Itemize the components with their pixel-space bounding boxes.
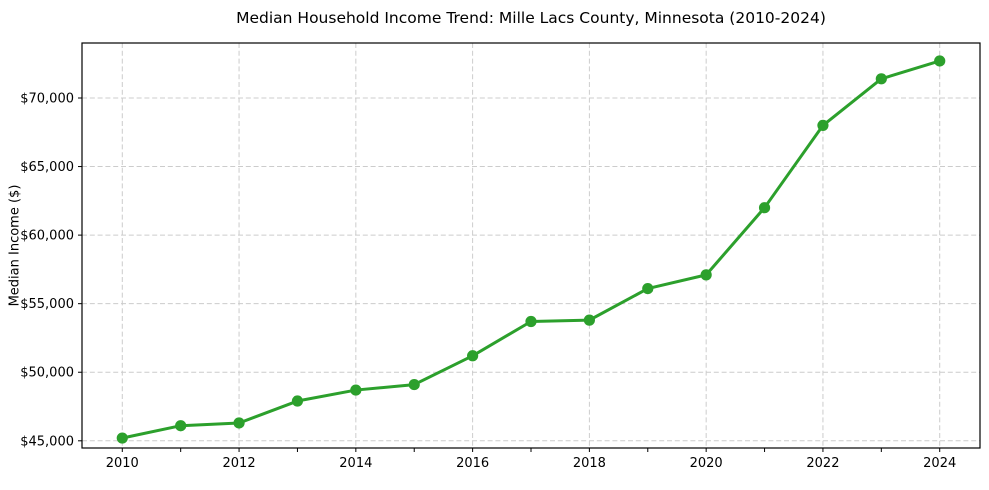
y-tick-label: $65,000 (20, 160, 74, 175)
data-point (467, 350, 479, 362)
y-tick-label: $55,000 (20, 297, 74, 312)
y-tick-label: $70,000 (20, 91, 74, 106)
y-tick-label: $60,000 (20, 229, 74, 244)
data-point (175, 420, 187, 432)
y-axis-label: Median Income ($) (7, 184, 23, 307)
data-point (642, 282, 654, 295)
data-point (758, 202, 771, 214)
y-tick-label: $45,000 (20, 434, 74, 449)
data-point (817, 119, 829, 132)
plot-background (82, 43, 980, 448)
x-tick-label: 2010 (106, 456, 139, 471)
data-point (408, 378, 420, 391)
x-tick-label: 2012 (223, 456, 256, 471)
y-tick-label: $50,000 (20, 366, 74, 381)
x-tick-label: 2022 (806, 456, 839, 471)
chart-title: Median Household Income Trend: Mille Lac… (236, 9, 826, 27)
data-point (875, 73, 887, 85)
data-point (700, 269, 712, 281)
data-point (233, 417, 245, 429)
data-point (583, 314, 595, 326)
data-point (525, 315, 537, 328)
data-point (934, 55, 946, 67)
data-point (116, 432, 128, 444)
data-point (350, 384, 362, 396)
data-point (291, 395, 304, 407)
x-tick-label: 2020 (690, 456, 723, 471)
x-tick-label: 2016 (456, 456, 489, 471)
x-tick-label: 2024 (923, 456, 956, 471)
x-tick-label: 2018 (573, 456, 606, 471)
x-tick-label: 2014 (339, 456, 372, 471)
